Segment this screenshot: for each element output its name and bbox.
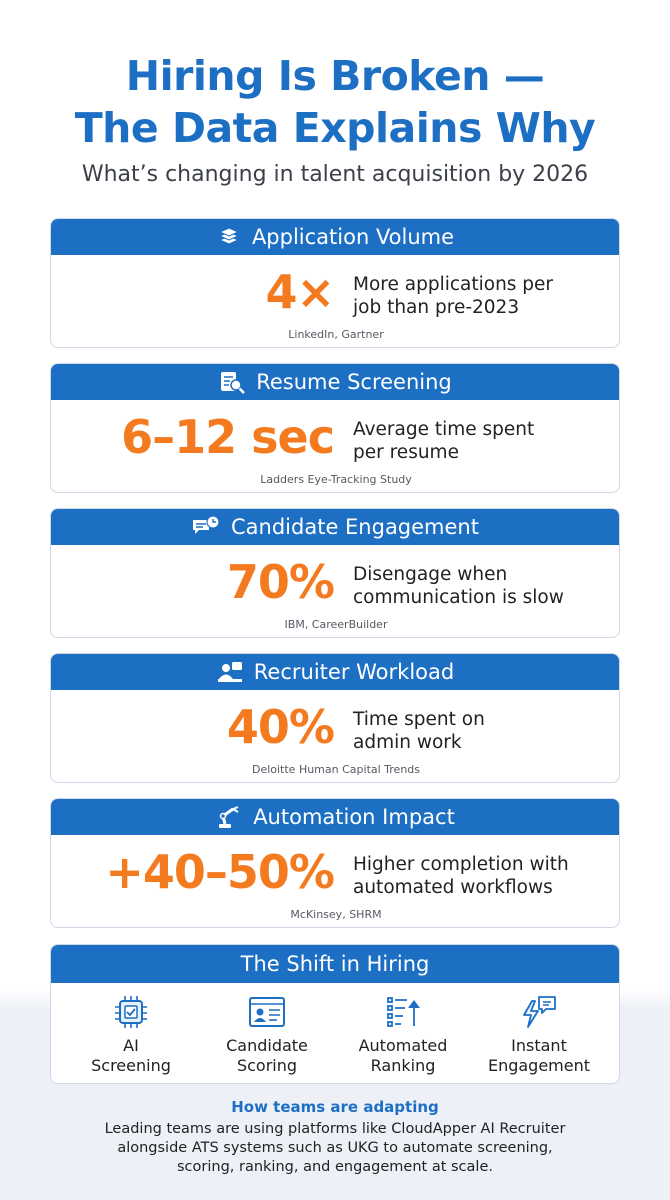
recruiter-desk-icon xyxy=(217,662,242,682)
stat-value: 40% xyxy=(226,700,335,754)
stat-description: More applications per job than pre-2023 xyxy=(353,274,554,318)
adapt-heading: How teams are adapting xyxy=(231,1098,439,1116)
card-title: Application Volume xyxy=(251,225,455,249)
card-title: Resume Screening xyxy=(256,370,452,394)
source-text: Deloitte Human Capital Trends xyxy=(251,763,421,776)
ai-chip-icon xyxy=(115,996,147,1028)
stacked-papers-icon xyxy=(218,227,240,245)
shift-in-hiring-panel: The Shift in Hiring AI Screening xyxy=(50,944,620,1084)
card-resume-screening: Resume Screening 6–12 sec Average time s… xyxy=(50,363,620,493)
stat-description: Time spent on admin work xyxy=(353,709,485,753)
card-header: Resume Screening xyxy=(51,364,619,400)
stat-value: 70% xyxy=(226,555,335,609)
stat-description: Higher completion with automated workflow… xyxy=(353,854,569,898)
shift-item-ai-screening: AI Screening xyxy=(66,993,196,1076)
title-line-2: The Data Explains Why xyxy=(74,104,596,152)
chat-clock-icon xyxy=(193,515,220,534)
source-text: LinkedIn, Gartner xyxy=(288,328,384,341)
shift-item-instant-engagement: Instant Engagement xyxy=(474,993,604,1076)
stat-value: 6–12 sec xyxy=(121,410,335,464)
robot-arm-icon xyxy=(219,806,239,828)
stat-value: 4× xyxy=(265,265,335,319)
shift-item-candidate-scoring: Candidate Scoring xyxy=(202,993,332,1076)
source-text: Ladders Eye-Tracking Study xyxy=(260,473,412,486)
adapt-paragraph: Leading teams are using platforms like C… xyxy=(104,1121,566,1175)
card-header: Automation Impact xyxy=(51,799,619,835)
card-recruiter-workload: Recruiter Workload 40% Time spent on admi… xyxy=(50,653,620,783)
card-application-volume: Application Volume 4× More applications … xyxy=(50,218,620,348)
stat-description: Disengage when communication is slow xyxy=(353,564,564,608)
card-title: Recruiter Workload xyxy=(253,660,455,684)
lightning-chat-icon xyxy=(523,996,556,1028)
source-text: McKinsey, SHRM xyxy=(290,908,382,921)
source-text: IBM, CareerBuilder xyxy=(284,618,388,631)
card-title: Automation Impact xyxy=(253,805,455,829)
stat-description: Average time spent per resume xyxy=(353,419,535,463)
subtitle: What’s changing in talent acquisition by… xyxy=(81,162,589,187)
shift-item-automated-ranking: Automated Ranking xyxy=(338,993,468,1076)
shift-header: The Shift in Hiring xyxy=(51,945,619,983)
candidate-profile-icon xyxy=(249,997,285,1027)
stat-value: +40–50% xyxy=(105,845,335,899)
card-candidate-engagement: Candidate Engagement 70% Disengage when c… xyxy=(50,508,620,638)
card-header: Application Volume xyxy=(51,219,619,255)
card-automation-impact: Automation Impact +40–50% Higher complet… xyxy=(50,798,620,928)
card-header: Recruiter Workload xyxy=(51,654,619,690)
title-line-1: Hiring Is Broken — xyxy=(125,52,545,100)
card-title: Candidate Engagement xyxy=(231,515,479,539)
resume-magnifier-icon xyxy=(221,372,246,394)
card-header: Candidate Engagement xyxy=(51,509,619,545)
ranking-list-icon xyxy=(387,997,420,1027)
